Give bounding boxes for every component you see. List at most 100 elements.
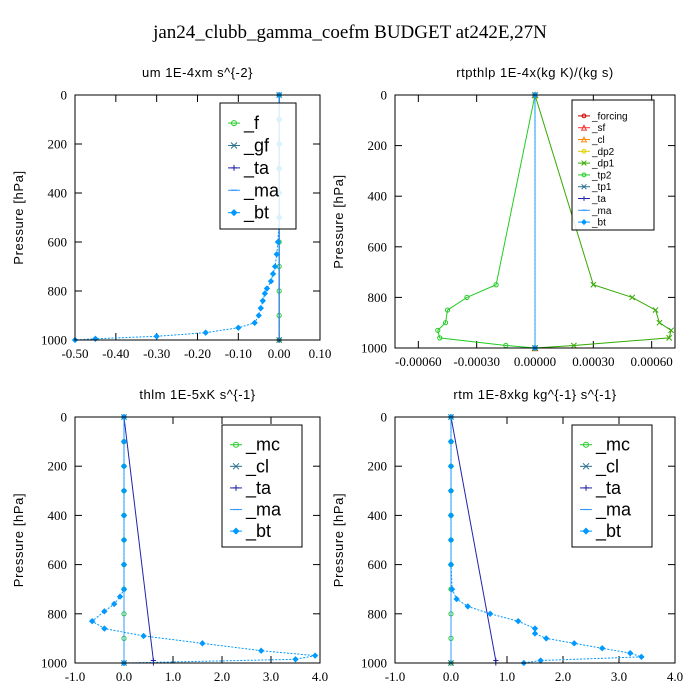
data-point — [437, 335, 443, 341]
x-tick-label: 0.00030 — [572, 354, 614, 369]
y-tick-label: 200 — [48, 137, 68, 152]
panel-subtitle: rtpthlp 1E-4x(kg K)/(kg s) — [456, 65, 614, 80]
x-tick-label: 4.0 — [667, 669, 683, 684]
legend-swatch-marker — [581, 183, 587, 190]
y-tick-label: 800 — [368, 606, 388, 621]
panel-3: thlm 1E-5xK s^{-1} Pressure [hPa] -1.0 0.0 1… — [11, 387, 328, 684]
plot-frame — [394, 416, 676, 664]
panel-subtitle: rtm 1E-8xkg kg^{-1} s^{-1} — [453, 387, 616, 402]
y-tick-label: 200 — [368, 138, 388, 153]
legend-swatch-marker — [233, 441, 239, 448]
y-tick-label: 1000 — [361, 656, 387, 671]
x-tick-label: 2.0 — [555, 669, 571, 684]
y-axis-label: Pressure [hPa] — [331, 493, 346, 587]
legend-box — [571, 424, 653, 548]
y-tick-label: 1000 — [361, 341, 387, 356]
data-point — [267, 278, 275, 285]
data-point — [111, 600, 118, 608]
legend-swatch-marker — [231, 120, 237, 127]
legend-label: _tp1 — [591, 182, 612, 193]
y-tick-label: 800 — [48, 284, 68, 299]
x-tick-label: 4.0 — [312, 669, 328, 684]
data-point — [435, 327, 441, 333]
x-tick-label: -0.20 — [184, 346, 211, 361]
data-point — [487, 610, 494, 617]
legend-label: _bt — [591, 218, 606, 229]
legend-label: _f — [243, 113, 260, 134]
data-point — [666, 334, 673, 341]
x-tick-label: 3.0 — [263, 669, 279, 684]
panel-subtitle: thlm 1E-5xK s^{-1} — [139, 387, 255, 402]
data-point — [269, 270, 277, 278]
legend-label: _dp1 — [591, 159, 615, 170]
legend-swatch-marker — [580, 124, 588, 131]
data-point — [120, 487, 128, 494]
y-axis-label: Pressure [hPa] — [11, 493, 26, 587]
data-point — [255, 312, 262, 319]
data-point — [120, 586, 128, 593]
figure-title: jan24_clubb_gamma_coefm BUDGET at242E,27… — [153, 22, 547, 43]
legend-swatch-marker — [581, 219, 587, 226]
data-point — [259, 297, 266, 304]
legend-swatch-marker — [580, 135, 588, 143]
y-tick-label: 0 — [381, 88, 388, 103]
legend-swatch-marker — [581, 172, 587, 178]
y-tick-label: 0 — [381, 410, 388, 425]
legend-label: _ta — [243, 158, 270, 179]
data-point — [447, 512, 455, 519]
legend: _f_gf_ta_ma_bt — [219, 102, 297, 230]
plot-frame — [74, 416, 321, 664]
x-tick-label: 2.0 — [214, 669, 230, 684]
panel-1: um 1E-4xm s^{-2} Pressure [hPa] -0.50 -0.40… — [11, 65, 331, 361]
legend-label: _bt — [243, 203, 269, 224]
data-point — [447, 561, 455, 568]
data-point — [493, 282, 499, 288]
data-point — [92, 335, 99, 342]
legend-label: _cl — [245, 456, 269, 477]
data-point — [627, 649, 634, 657]
legend-swatch-marker — [232, 527, 240, 535]
x-tick-label: -1.0 — [385, 669, 406, 684]
legend-label: _dp2 — [591, 147, 615, 158]
data-point — [274, 238, 282, 246]
plot-frame — [74, 94, 321, 341]
legend-swatch-marker — [583, 484, 589, 491]
data-point — [447, 463, 455, 470]
series-line — [450, 416, 497, 663]
y-tick-label: 200 — [48, 459, 68, 474]
series-line — [450, 417, 642, 664]
y-tick-label: 800 — [48, 606, 68, 621]
y-tick-label: 1000 — [41, 656, 67, 671]
data-point — [120, 536, 128, 544]
y-tick-label: 400 — [368, 508, 388, 523]
data-point — [668, 327, 675, 334]
legend-label: _bt — [595, 521, 621, 542]
y-tick-label: 400 — [368, 189, 388, 204]
data-point — [629, 294, 636, 301]
data-point — [444, 307, 451, 313]
data-point — [101, 608, 108, 615]
legend: _mc_cl_ta_ma_bt — [221, 424, 303, 548]
data-point — [120, 438, 128, 445]
data-point — [261, 290, 269, 297]
y-tick-label: 400 — [48, 186, 68, 201]
series-line — [437, 94, 536, 349]
x-tick-label: 0.0 — [443, 669, 459, 684]
x-tick-label: 3.0 — [611, 669, 627, 684]
legend-swatch-marker — [230, 142, 238, 149]
data-point — [88, 618, 96, 625]
legend-label: _gf — [243, 135, 270, 156]
legend-swatch-marker — [230, 209, 238, 217]
y-tick-label: 0 — [61, 410, 68, 425]
legend-label: _ma — [243, 180, 280, 201]
legend-swatch-marker — [231, 164, 237, 171]
data-point — [447, 487, 455, 494]
data-point — [447, 438, 455, 445]
y-axis-label: Pressure [hPa] — [11, 170, 26, 264]
legend-box — [221, 424, 303, 548]
data-point — [464, 294, 470, 300]
legend-swatch-marker — [581, 160, 587, 166]
y-tick-label: 600 — [48, 235, 68, 250]
data-point — [543, 635, 550, 642]
